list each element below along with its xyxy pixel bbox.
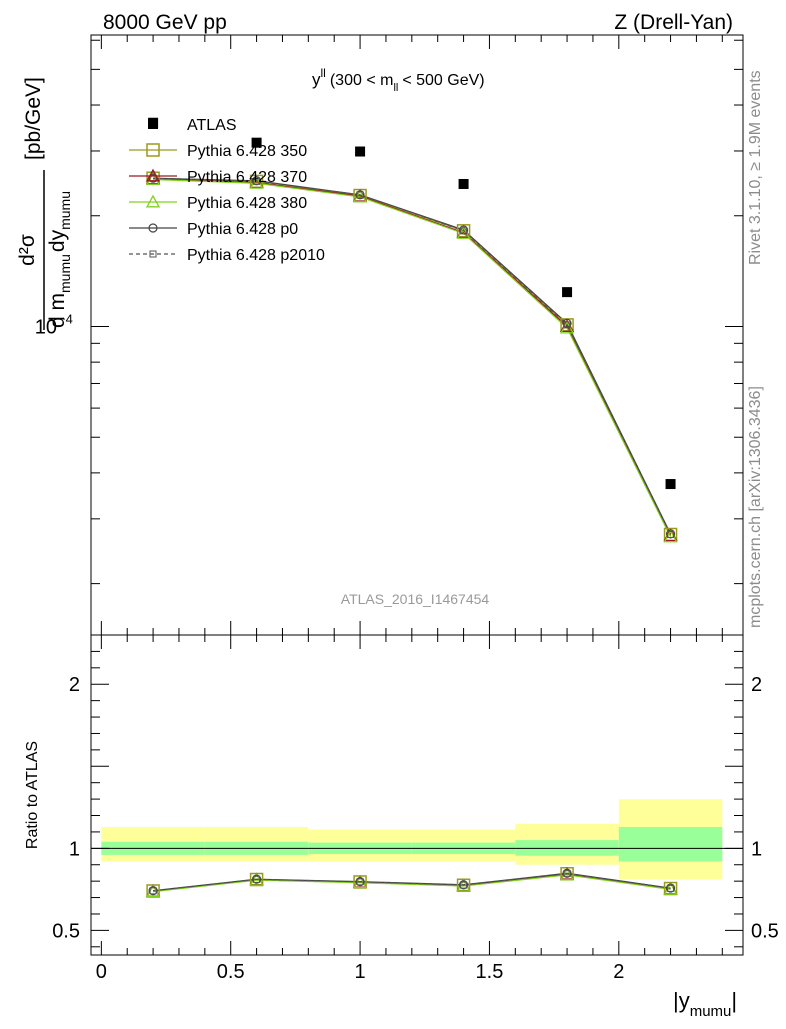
legend-marker-4 (149, 250, 157, 258)
main-series-line-2 (153, 178, 672, 538)
main-panel: 10−310−4 yll(300 < mll< 500 GeV) ATLAS_2… (35, 34, 744, 636)
ratio-series-marker-4 (667, 884, 675, 892)
main-series-line-1 (153, 178, 672, 536)
plot-title-main: y (312, 70, 321, 89)
ratio-y-tick-label-left: 0.5 (52, 920, 80, 942)
main-y-tick-label-exp: −4 (58, 311, 73, 326)
ratio-series-marker-3 (562, 868, 572, 878)
ratio-uncertainty-bands (101, 799, 723, 880)
source-reference-label: mcplots.cern.ch [arXiv:1306.3436] (747, 386, 764, 628)
main-series-marker-4 (356, 191, 364, 199)
ratio-series-marker-4 (149, 887, 157, 895)
header-energy: 8000 GeV pp (103, 11, 227, 34)
legend-marker-3 (148, 223, 158, 233)
ratio-y-tick-label-left: 1 (69, 838, 80, 860)
main-y-tick-label-base: 10 (35, 316, 57, 338)
x-axis-label-end: | (731, 988, 737, 1013)
main-y-tick-labels: 10−310−4 (35, 311, 73, 338)
legend-label-2: Pythia 6.428 380 (187, 195, 307, 212)
ratio-series-line-4 (153, 873, 671, 892)
plot-title-range-b: < 500 GeV) (402, 72, 484, 89)
ratio-series-markers (145, 866, 678, 898)
legend-marker-2 (145, 194, 161, 208)
main-series-marker-3 (355, 190, 365, 200)
ratio-series-marker-3 (148, 886, 158, 896)
atlas-data-point (355, 146, 366, 157)
ratio-series-marker-4 (356, 878, 364, 886)
rivet-version-label: Rivet 3.1.10, ≥ 1.9M events (747, 70, 764, 265)
main-series-marker-4 (460, 227, 468, 235)
ratio-series-marker-4 (563, 870, 571, 878)
ratio-y-tick-label-left: 2 (69, 674, 80, 696)
x-tick-label: 1.5 (476, 961, 504, 983)
legend-marker-0 (146, 143, 160, 157)
plot-title-range-a: (300 < m (330, 72, 394, 89)
x-tick-label: 1 (355, 961, 366, 983)
x-tick-label: 0 (96, 961, 107, 983)
legend-label-0: Pythia 6.428 350 (187, 143, 307, 160)
plot-title-sup: ll (321, 66, 326, 80)
ratio-y-tick-label-right: 1 (751, 838, 762, 860)
y-label-numerator: d²σ (16, 234, 39, 266)
ratio-axis-ticks (91, 634, 743, 955)
ratio-y-tick-labels: 0.5 0.5 1 1 2 2 (52, 674, 779, 942)
analysis-watermark: ATLAS_2016_I1467454 (341, 591, 490, 607)
x-tick-label: 0.5 (217, 961, 245, 983)
ratio-x-tick-labels: 0 0.5 1 1.5 2 (96, 961, 625, 983)
legend-marker-1 (145, 168, 161, 182)
x-axis-label-sub: mumu (690, 1003, 732, 1020)
atlas-data-point (251, 137, 262, 148)
y-label-den-sub2: mumu (57, 191, 73, 230)
ratio-y-tick-label-right: 0.5 (751, 920, 779, 942)
legend-atlas-marker (148, 119, 158, 129)
ratio-series-marker-4 (253, 875, 261, 883)
legend-label-4: Pythia 6.428 p2010 (187, 247, 325, 264)
atlas-data-point (665, 479, 676, 490)
ratio-series-marker-4 (460, 881, 468, 889)
main-y-tick-label: 10 (35, 316, 57, 338)
legend: ATLAS Pythia 6.428 350 Pythia 6.428 370 Pyt… (129, 117, 325, 264)
y-label-denominator: d mmumudymumu (46, 191, 73, 328)
atlas-data-point (562, 287, 573, 298)
main-axis-ticks (91, 35, 743, 635)
main-series-marker-4 (667, 530, 675, 538)
legend-atlas-label: ATLAS (187, 117, 237, 134)
main-series-marker-4 (563, 321, 571, 329)
plot-title-range-sub: ll (393, 82, 398, 94)
ratio-series-marker-3 (458, 880, 469, 890)
ratio-series-lines (153, 872, 671, 893)
main-series-marker-3 (562, 318, 572, 328)
ratio-stat-band (618, 827, 723, 862)
ratio-y-tick-label-right: 2 (751, 674, 762, 696)
ratio-series-marker-3 (251, 874, 262, 884)
y-label-unit: [pb/GeV] (22, 77, 45, 160)
main-y-axis-label: d²σ d mmumudymumu [pb/GeV] (16, 77, 73, 330)
ratio-plot-frame (90, 634, 744, 956)
main-series-markers (145, 171, 678, 543)
legend-label-1: Pythia 6.428 370 (187, 169, 307, 186)
y-label-den-dy: dy (46, 229, 69, 252)
main-series-line-4 (153, 177, 672, 535)
header-process: Z (Drell-Yan) (614, 11, 733, 34)
y-label-den-sub1: mumu (57, 254, 73, 293)
ratio-y-axis-label: Ratio to ATLAS (24, 741, 41, 849)
x-axis-label: |ymumu| (673, 988, 737, 1020)
y-label-den-main: d m (46, 293, 69, 328)
main-series-marker-4 (253, 177, 261, 185)
main-series-lines (153, 177, 672, 538)
plot-title: yll (300 < mll < 500 GeV) (312, 66, 485, 94)
ratio-series-line-2 (153, 874, 671, 893)
x-tick-label: 2 (613, 961, 624, 983)
atlas-data-point (458, 178, 469, 189)
legend-label-3: Pythia 6.428 p0 (187, 221, 298, 238)
ratio-series-marker-3 (355, 877, 365, 887)
x-axis-label-main: |y (673, 988, 690, 1013)
ratio-panel: 0.5 0.5 1 1 2 2 0 0.5 1 1.5 2 (52, 634, 779, 983)
ratio-series-marker-3 (665, 883, 676, 893)
